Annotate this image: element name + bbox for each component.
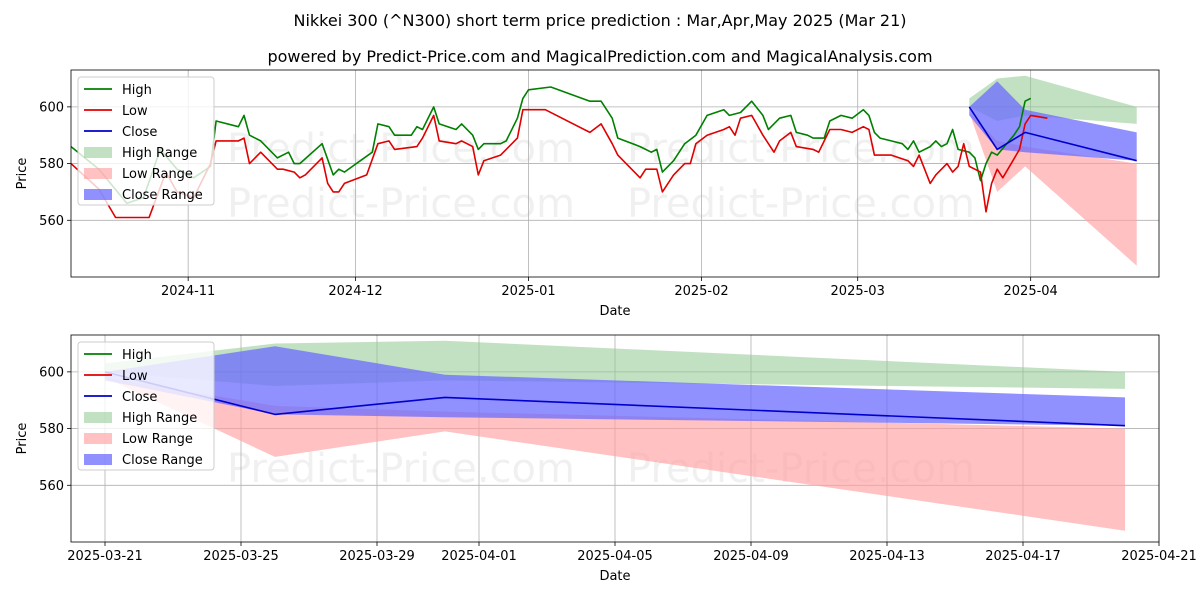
x-tick-label: 2025-04-21	[1121, 549, 1197, 564]
legend-label: Low	[122, 104, 148, 119]
x-tick-label: 2025-02	[674, 284, 728, 299]
y-tick-label: 580	[39, 157, 64, 172]
x-tick-label: 2025-04-09	[713, 549, 789, 564]
y-axis-label: Price	[15, 158, 30, 190]
legend-label: Low	[122, 369, 148, 384]
high-line	[71, 86, 1032, 205]
y-tick-label: 580	[39, 422, 64, 437]
axes-frame	[70, 334, 1160, 543]
y-axis-label: Price	[15, 423, 30, 455]
x-axis-label: Date	[599, 569, 630, 584]
y-tick-label: 560	[39, 214, 64, 229]
watermark-text: Predict-Price.com	[627, 181, 975, 227]
chart-title: Nikkei 300 (^N300) short term price pred…	[293, 11, 906, 30]
legend-label: High	[122, 348, 152, 363]
low-line	[71, 108, 1048, 219]
legend-swatch	[84, 454, 112, 465]
x-tick-label: 2025-04-05	[577, 549, 653, 564]
x-tick-label: 2025-04	[1004, 284, 1058, 299]
x-tick-label: 2024-12	[328, 284, 382, 299]
legend-swatch	[84, 168, 112, 179]
legend-swatch	[84, 433, 112, 444]
x-tick-label: 2025-03-21	[67, 549, 143, 564]
y-tick-label: 600	[39, 100, 64, 115]
legend-label: Close	[122, 125, 157, 140]
legend-label: High Range	[122, 146, 197, 161]
legend-swatch	[84, 412, 112, 423]
top-panel: Predict-Price.com Predict-Price.comPredic…	[15, 69, 1160, 319]
legend-label: Low Range	[122, 432, 193, 447]
legend-label: Low Range	[122, 167, 193, 182]
y-tick-label: 600	[39, 365, 64, 380]
x-tick-label: 2025-03	[831, 284, 885, 299]
bottom-panel: Predict-Price.comPredict-Price.com2025-0…	[15, 334, 1197, 584]
legend-swatch	[84, 147, 112, 158]
low-range-band	[969, 112, 1137, 266]
legend-label: Close	[122, 390, 157, 405]
legend-label: High Range	[122, 411, 197, 426]
x-tick-label: 2025-01	[501, 284, 555, 299]
x-tick-label: 2025-03-25	[203, 549, 279, 564]
x-tick-label: 2025-04-01	[441, 549, 517, 564]
chart-subtitle: powered by Predict-Price.com and Magical…	[267, 47, 932, 66]
close-line	[968, 106, 1137, 162]
axes-frame	[70, 69, 1160, 278]
legend-swatch	[84, 189, 112, 200]
legend: High Low Close High Range Low Range Close Ran…	[77, 76, 215, 206]
x-tick-label: 2025-03-29	[339, 549, 415, 564]
plot-area	[104, 340, 1126, 531]
watermark-text: Predict-Price.com	[227, 181, 575, 227]
x-tick-label: 2025-04-17	[985, 549, 1061, 564]
legend-label: Close Range	[122, 188, 203, 203]
legend: High Low Close High Range Low Range Close Ran…	[77, 341, 215, 471]
legend-label: High	[122, 83, 152, 98]
y-tick-label: 560	[39, 479, 64, 494]
x-tick-label: 2024-11	[161, 284, 215, 299]
x-axis-label: Date	[599, 304, 630, 319]
plot-area	[71, 75, 1137, 266]
legend-label: Close Range	[122, 453, 203, 468]
x-tick-label: 2025-04-13	[849, 549, 925, 564]
